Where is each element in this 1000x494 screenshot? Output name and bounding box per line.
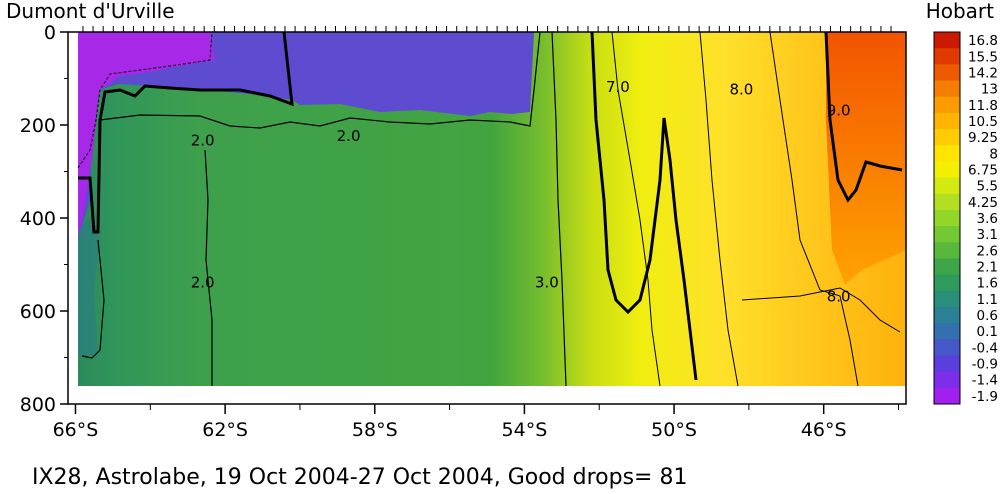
- coldest-surface-water: [78, 32, 215, 240]
- colorbar-swatch: [934, 242, 960, 259]
- colorbar-swatch: [934, 306, 960, 324]
- colorbar-label: 2.6: [977, 243, 998, 259]
- colorbar-swatch: [934, 129, 960, 146]
- colorbar-swatch: [934, 193, 960, 211]
- colorbar-label: 3.1: [977, 227, 998, 243]
- x-tick-label: 58°S: [352, 419, 398, 441]
- contour-label: 2.0: [191, 273, 215, 291]
- x-axis: 66°S 62°S 58°S 54°S 50°S 46°S: [53, 404, 900, 441]
- colorbar-swatch: [934, 387, 960, 405]
- contour-8-0: [699, 32, 739, 387]
- colorbar-swatch: [934, 32, 960, 49]
- colorbar-label: 0.1: [977, 324, 998, 340]
- y-tick-label: 400: [20, 208, 56, 230]
- contour-9-0: [769, 32, 859, 387]
- y-tick-label: 800: [20, 394, 56, 416]
- colorbar-swatch: [934, 161, 960, 179]
- cold-surface-water: [78, 32, 534, 240]
- contour-thick-east: [824, 32, 903, 203]
- title-right: Hobart: [926, 0, 994, 23]
- mixed-transition-water: [78, 215, 100, 356]
- colorbar-label: 9.25: [968, 130, 998, 146]
- colorbar-label: -0.9: [972, 357, 998, 373]
- contour-3-0: [551, 32, 567, 387]
- x-tick-label: 54°S: [502, 419, 548, 441]
- colorbar-label: 16.8: [968, 33, 998, 49]
- contour-label: 8.0: [729, 80, 753, 98]
- colorbar-label: 15.5: [968, 49, 998, 65]
- colorbar-label: 8: [989, 146, 998, 162]
- colorbar-swatch: [934, 258, 960, 276]
- contour-lines: [77, 32, 903, 387]
- colorbar-label: 10.5: [968, 114, 998, 130]
- colorbar-swatch: [934, 371, 960, 389]
- colorbar-swatch: [934, 226, 960, 243]
- contour-label: 9.0: [827, 101, 851, 119]
- y-axis: 0 200 400 600 800: [20, 22, 68, 416]
- contour-8-0-east: [741, 287, 901, 333]
- contour-thick-west: [78, 32, 294, 234]
- x-tick-label: 62°S: [202, 419, 248, 441]
- warm-surface-water: [826, 32, 906, 285]
- contour-dashed-west: [77, 32, 213, 169]
- caption: IX28, Astrolabe, 19 Oct 2004-27 Oct 2004…: [32, 465, 687, 490]
- colorbar-label: 5.5: [977, 179, 998, 195]
- colorbar-label: 13: [981, 82, 998, 98]
- colorbar-label: -1.9: [972, 389, 998, 405]
- colorbar-swatch: [934, 290, 960, 308]
- contour-label: 7.0: [606, 78, 630, 96]
- colorbar-label: 3.6: [977, 211, 998, 227]
- colorbar-swatch: [934, 274, 960, 292]
- colorbar-label: 0.6: [977, 308, 998, 324]
- colorbar-label: 2.1: [977, 260, 998, 276]
- colorbar-swatch: [934, 112, 960, 130]
- colorbar-label: -1.4: [972, 373, 998, 389]
- plot-area: [78, 32, 906, 386]
- y-tick-label: 0: [44, 22, 56, 44]
- contour-label: 8.0: [827, 287, 851, 305]
- colorbar-swatch: [934, 177, 960, 195]
- x-tick-label: 50°S: [651, 419, 697, 441]
- colorbar-label: 14.2: [968, 65, 998, 81]
- colorbar-swatch: [934, 209, 960, 227]
- contour-label: 2.0: [191, 132, 215, 150]
- colorbar-swatch: [934, 339, 960, 356]
- y-tick-label: 600: [20, 301, 56, 323]
- colorbar-swatch: [934, 323, 960, 340]
- colorbar-label: 1.6: [977, 276, 998, 292]
- colorbar: 16.815.514.21311.810.59.2586.755.54.253.…: [933, 31, 998, 405]
- contour-label: 2.0: [337, 127, 361, 145]
- colorbar-swatch: [934, 80, 960, 98]
- colorbar-label: 11.8: [968, 98, 998, 114]
- colorbar-label: 6.75: [968, 162, 998, 178]
- contour-2-upper: [99, 32, 541, 129]
- contour-2-deep-west: [204, 149, 213, 386]
- contour-7-0: [611, 32, 661, 387]
- colorbar-frame: [933, 31, 961, 405]
- contour-labels: 7.0 8.0 9.0 2.0 2.0 2.0 3.0 8.0: [191, 78, 851, 305]
- station-ticks: [82, 26, 892, 32]
- colorbar-label: -0.4: [972, 340, 998, 356]
- x-tick-label: 46°S: [801, 419, 847, 441]
- contour-thin-ice: [81, 239, 105, 359]
- colorbar-swatch: [934, 96, 960, 114]
- contour-front-thick: [590, 32, 698, 381]
- contour-label: 3.0: [535, 273, 559, 291]
- colorbar-swatch: [934, 355, 960, 373]
- title-left: Dumont d'Urville: [6, 0, 175, 23]
- y-tick-label: 200: [20, 115, 56, 137]
- colorbar-label: 4.25: [968, 195, 998, 211]
- colorbar-swatch: [934, 48, 960, 65]
- colorbar-label: 1.1: [977, 292, 998, 308]
- x-tick-label: 66°S: [53, 419, 99, 441]
- colorbar-swatch: [934, 145, 960, 162]
- colorbar-swatch: [934, 64, 960, 82]
